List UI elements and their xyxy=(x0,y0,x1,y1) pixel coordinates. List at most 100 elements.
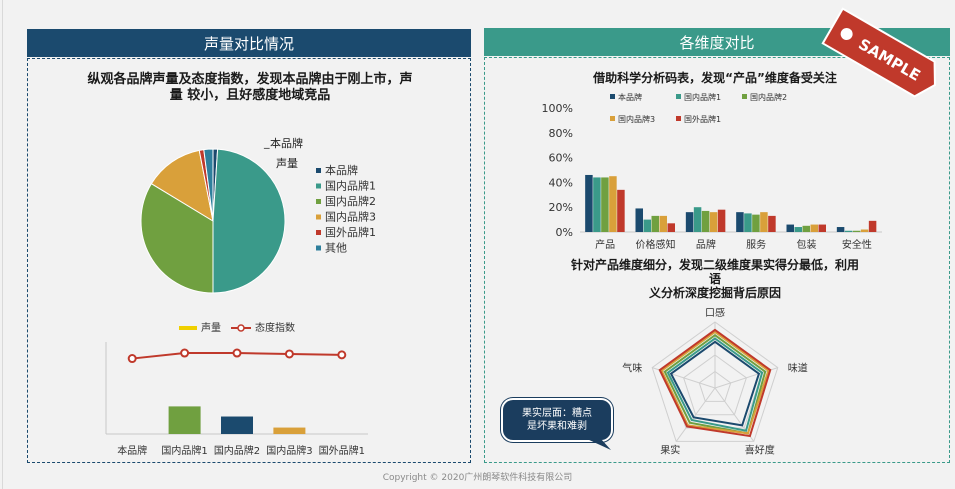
cluster-legend-swatch-5 xyxy=(676,116,681,121)
legend-label-attitude: 态度指数 xyxy=(255,321,295,334)
cluster-bar-4-2 xyxy=(744,213,752,232)
cluster-legend-label-3: 国内品牌2 xyxy=(750,92,787,102)
cluster-bar-1-2 xyxy=(593,177,601,232)
cluster-xtick-3: 品牌 xyxy=(696,238,716,251)
left-panel-box xyxy=(27,58,471,463)
cluster-bar-5-2 xyxy=(794,227,802,232)
pie-title-prefix: _ xyxy=(263,136,270,149)
cluster-bar-5-4 xyxy=(810,224,818,232)
cluster-bar-3-3 xyxy=(701,210,710,232)
radar-grid-ring-2 xyxy=(683,354,747,416)
pie-slice-4 xyxy=(150,149,214,223)
pie-title-line2: 声量 xyxy=(276,156,298,170)
radar-series-2 xyxy=(666,337,764,432)
combo-xtick-3: 国内品牌2 xyxy=(214,444,260,457)
pie-legend-label-2: 国内品牌1 xyxy=(325,179,376,193)
volume-bar-2 xyxy=(168,406,201,434)
cluster-bar-6-4 xyxy=(860,229,869,232)
sample-stamp: SAMPLE xyxy=(821,7,936,98)
combo-xtick-5: 国外品牌1 xyxy=(319,444,365,457)
cluster-bar-1-1 xyxy=(585,174,593,232)
cluster-bar-2-2 xyxy=(643,219,651,232)
pie-legend-label-5: 国外品牌1 xyxy=(325,225,376,239)
right-panel-title: 各维度对比 xyxy=(679,33,755,52)
left-edge-divider xyxy=(2,0,3,489)
right-heading-2-line1: 针对产品维度细分，发现二级维度果实得分最低，利用 xyxy=(570,258,859,272)
cluster-bar-5-5 xyxy=(818,224,826,232)
cluster-bar-3-2 xyxy=(693,207,702,232)
cluster-bar-1-4 xyxy=(609,176,617,232)
radar-series-3 xyxy=(663,333,767,435)
pie-legend-swatch-4 xyxy=(316,214,321,220)
pie-legend-label-4: 国内品牌3 xyxy=(325,210,376,224)
radar-axis-label-5: 气味 xyxy=(622,362,642,375)
pie-legend-label-3: 国内品牌2 xyxy=(325,194,376,208)
right-heading-1: 借助科学分析码表，发现“产品”维度备受关注 xyxy=(593,71,837,85)
callout-line1: 果实层面：糟点 xyxy=(522,408,592,419)
cluster-bar-2-4 xyxy=(659,215,667,232)
attitude-point-5 xyxy=(337,350,347,360)
cluster-ytick-2: 20% xyxy=(549,201,573,214)
radar-series-5 xyxy=(658,328,772,438)
radar-grid-ring-1 xyxy=(698,370,732,402)
combo-xtick-2: 国内品牌1 xyxy=(161,444,207,457)
pie-legend-swatch-2 xyxy=(316,183,321,189)
radar-series-4 xyxy=(660,330,770,435)
radar-axis-label-3: 喜好度 xyxy=(745,443,775,456)
cluster-bar-2-5 xyxy=(667,223,675,232)
volume-bar-3 xyxy=(221,416,253,434)
pie-legend-label-1: 本品牌 xyxy=(325,163,358,177)
pie-legend-swatch-3 xyxy=(316,199,321,204)
left-heading: 纵观各品牌声量及态度指数，发现本品牌由于刚上市，声 量 较小，且好感度地域竞品 xyxy=(55,72,445,104)
attitude-point-1 xyxy=(127,354,137,364)
left-panel-header: 声量对比情况 xyxy=(27,29,471,57)
cluster-legend-swatch-3 xyxy=(742,94,747,99)
pie-legend-swatch-6 xyxy=(316,245,321,251)
cluster-xtick-6: 安全性 xyxy=(842,238,872,251)
right-heading-2: 针对产品维度细分，发现二级维度果实得分最低，利用 语 义分析深度挖掘背后原因 xyxy=(540,258,890,300)
legend-swatch-volume xyxy=(179,326,197,330)
callout-bubble: 果实层面：糟点 是坏果和难剥 xyxy=(501,398,613,442)
volume-bar-4 xyxy=(273,427,306,434)
cluster-legend-label-4: 国内品牌3 xyxy=(618,114,655,124)
left-heading-line2: 量 较小，且好感度地域竞品 xyxy=(169,88,331,103)
cluster-bar-5-3 xyxy=(802,225,810,232)
cluster-bar-1-3 xyxy=(601,177,609,232)
combo-xtick-4: 国内品牌3 xyxy=(266,444,312,457)
callout-line2: 是坏果和难剥 xyxy=(527,421,587,432)
combo-xtick-1: 本品牌 xyxy=(117,444,147,457)
radar-grid-ring-4 xyxy=(651,321,779,442)
cluster-ytick-5: 80% xyxy=(549,127,573,140)
cluster-bar-3-1 xyxy=(685,212,694,232)
pie-legend-swatch-5 xyxy=(316,230,321,235)
cluster-bar-6-2 xyxy=(844,230,853,232)
radar-spoke-4 xyxy=(675,387,716,442)
cluster-bar-2-1 xyxy=(635,208,643,232)
cluster-ytick-6: 100% xyxy=(542,102,573,115)
cluster-xtick-5: 包装 xyxy=(797,238,817,251)
stamp-hole-icon xyxy=(840,28,853,40)
legend-marker-attitude xyxy=(237,324,245,332)
cluster-xtick-2: 价格感知 xyxy=(636,238,676,251)
pie-legend-swatch-1 xyxy=(316,168,321,173)
cluster-xtick-4: 服务 xyxy=(746,238,766,251)
cluster-bar-3-4 xyxy=(709,212,718,232)
cluster-legend-swatch-4 xyxy=(610,116,615,121)
cluster-bar-6-5 xyxy=(868,220,877,232)
left-panel-title: 声量对比情况 xyxy=(203,34,294,53)
radar-axis-label-2: 味道 xyxy=(788,362,808,375)
pie-slice-6 xyxy=(203,148,214,222)
cluster-legend-swatch-1 xyxy=(610,94,615,99)
right-heading-2-line3: 义分析深度挖掘背后原因 xyxy=(648,286,781,300)
cluster-bar-5-1 xyxy=(786,224,794,232)
cluster-legend-label-5: 国外品牌1 xyxy=(684,114,721,124)
cluster-ytick-1: 0% xyxy=(556,226,573,239)
cluster-bar-4-4 xyxy=(760,212,768,232)
cluster-bar-6-1 xyxy=(836,227,845,232)
pie-slice-3 xyxy=(140,182,214,294)
radar-axis-label-4: 果实 xyxy=(660,443,680,456)
attitude-point-4 xyxy=(284,349,294,359)
